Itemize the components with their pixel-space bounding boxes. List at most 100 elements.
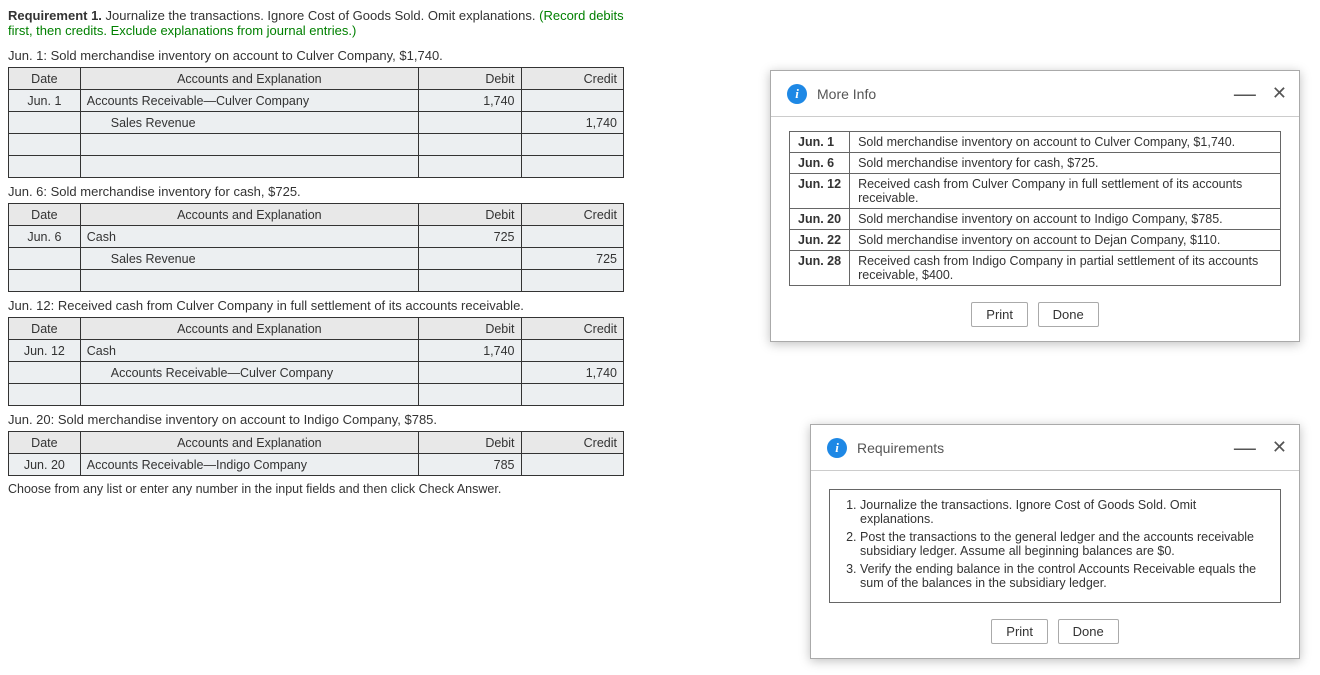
close-icon[interactable]: ✕ — [1272, 437, 1287, 458]
info-row: Jun. 28Received cash from Indigo Company… — [790, 251, 1281, 286]
minimize-icon[interactable]: — — [1234, 443, 1256, 453]
debit-cell[interactable] — [419, 248, 522, 270]
info-text: Sold merchandise inventory for cash, $72… — [850, 153, 1281, 174]
date-cell[interactable]: Jun. 1 — [9, 90, 81, 112]
debit-cell[interactable] — [419, 384, 522, 406]
credit-cell[interactable] — [521, 270, 624, 292]
column-header: Accounts and Explanation — [80, 432, 418, 454]
table-row: Sales Revenue 725 — [9, 248, 624, 270]
credit-cell[interactable] — [521, 90, 624, 112]
print-button[interactable]: Print — [971, 302, 1028, 327]
requirements-title: Requirements — [857, 440, 1224, 456]
account-cell[interactable] — [80, 384, 418, 406]
credit-cell[interactable] — [521, 156, 624, 178]
debit-cell[interactable] — [419, 362, 522, 384]
transaction-intro: Jun. 20: Sold merchandise inventory on a… — [8, 412, 648, 427]
table-row: Jun. 12Cash1,740 — [9, 340, 624, 362]
date-cell[interactable]: Jun. 6 — [9, 226, 81, 248]
column-header: Accounts and Explanation — [80, 204, 418, 226]
account-cell[interactable]: Sales Revenue — [80, 112, 418, 134]
debit-cell[interactable] — [419, 112, 522, 134]
table-row: Jun. 20Accounts Receivable—Indigo Compan… — [9, 454, 624, 476]
account-cell[interactable]: Cash — [80, 226, 418, 248]
info-row: Jun. 6Sold merchandise inventory for cas… — [790, 153, 1281, 174]
done-button[interactable]: Done — [1038, 302, 1099, 327]
info-text: Received cash from Indigo Company in par… — [850, 251, 1281, 286]
info-row: Jun. 1Sold merchandise inventory on acco… — [790, 132, 1281, 153]
info-text: Sold merchandise inventory on account to… — [850, 230, 1281, 251]
account-cell[interactable]: Accounts Receivable—Indigo Company — [80, 454, 418, 476]
requirement-line: Requirement 1. Journalize the transactio… — [8, 8, 648, 38]
column-header: Debit — [419, 68, 522, 90]
debit-cell[interactable] — [419, 270, 522, 292]
requirement-label: Requirement 1. — [8, 8, 102, 23]
info-text: Sold merchandise inventory on account to… — [850, 132, 1281, 153]
info-text: Received cash from Culver Company in ful… — [850, 174, 1281, 209]
more-info-title: More Info — [817, 86, 1224, 102]
more-info-table: Jun. 1Sold merchandise inventory on acco… — [789, 131, 1281, 286]
credit-cell[interactable]: 1,740 — [521, 112, 624, 134]
date-cell[interactable] — [9, 248, 81, 270]
account-cell[interactable]: Accounts Receivable—Culver Company — [80, 90, 418, 112]
info-date: Jun. 1 — [790, 132, 850, 153]
table-row: Accounts Receivable—Culver Company 1,740 — [9, 362, 624, 384]
debit-cell[interactable] — [419, 156, 522, 178]
column-header: Debit — [419, 432, 522, 454]
column-header: Date — [9, 318, 81, 340]
column-header: Debit — [419, 318, 522, 340]
credit-cell[interactable] — [521, 340, 624, 362]
print-button[interactable]: Print — [991, 619, 1048, 644]
info-row: Jun. 12Received cash from Culver Company… — [790, 174, 1281, 209]
requirement-item: Journalize the transactions. Ignore Cost… — [860, 498, 1270, 526]
date-cell[interactable]: Jun. 20 — [9, 454, 81, 476]
requirement-text: Journalize the transactions. Ignore Cost… — [106, 8, 536, 23]
column-header: Credit — [521, 318, 624, 340]
info-row: Jun. 20Sold merchandise inventory on acc… — [790, 209, 1281, 230]
account-cell[interactable] — [80, 134, 418, 156]
debit-cell[interactable]: 725 — [419, 226, 522, 248]
account-cell[interactable]: Sales Revenue — [80, 248, 418, 270]
date-cell[interactable]: Jun. 12 — [9, 340, 81, 362]
credit-cell[interactable] — [521, 454, 624, 476]
requirements-list: Journalize the transactions. Ignore Cost… — [829, 489, 1281, 603]
date-cell[interactable] — [9, 112, 81, 134]
table-row — [9, 384, 624, 406]
account-cell[interactable]: Cash — [80, 340, 418, 362]
table-row — [9, 270, 624, 292]
column-header: Credit — [521, 68, 624, 90]
close-icon[interactable]: ✕ — [1272, 83, 1287, 104]
done-button[interactable]: Done — [1058, 619, 1119, 644]
account-cell[interactable]: Accounts Receivable—Culver Company — [80, 362, 418, 384]
date-cell[interactable] — [9, 270, 81, 292]
account-cell[interactable] — [80, 156, 418, 178]
date-cell[interactable] — [9, 384, 81, 406]
date-cell[interactable] — [9, 156, 81, 178]
debit-cell[interactable]: 785 — [419, 454, 522, 476]
more-info-popup: i More Info — ✕ Jun. 1Sold merchandise i… — [770, 70, 1300, 342]
requirement-item: Verify the ending balance in the control… — [860, 562, 1270, 590]
debit-cell[interactable]: 1,740 — [419, 340, 522, 362]
column-header: Accounts and Explanation — [80, 68, 418, 90]
account-cell[interactable] — [80, 270, 418, 292]
credit-cell[interactable] — [521, 384, 624, 406]
table-row — [9, 156, 624, 178]
journal-table: DateAccounts and ExplanationDebitCreditJ… — [8, 317, 624, 406]
debit-cell[interactable]: 1,740 — [419, 90, 522, 112]
credit-cell[interactable]: 1,740 — [521, 362, 624, 384]
info-text: Sold merchandise inventory on account to… — [850, 209, 1281, 230]
column-header: Date — [9, 68, 81, 90]
debit-cell[interactable] — [419, 134, 522, 156]
journal-table: DateAccounts and ExplanationDebitCreditJ… — [8, 431, 624, 476]
transaction-intro: Jun. 6: Sold merchandise inventory for c… — [8, 184, 648, 199]
column-header: Date — [9, 432, 81, 454]
table-row: Jun. 1Accounts Receivable—Culver Company… — [9, 90, 624, 112]
table-row — [9, 134, 624, 156]
credit-cell[interactable] — [521, 226, 624, 248]
credit-cell[interactable] — [521, 134, 624, 156]
column-header: Credit — [521, 204, 624, 226]
date-cell[interactable] — [9, 134, 81, 156]
credit-cell[interactable]: 725 — [521, 248, 624, 270]
date-cell[interactable] — [9, 362, 81, 384]
minimize-icon[interactable]: — — [1234, 89, 1256, 99]
info-date: Jun. 12 — [790, 174, 850, 209]
